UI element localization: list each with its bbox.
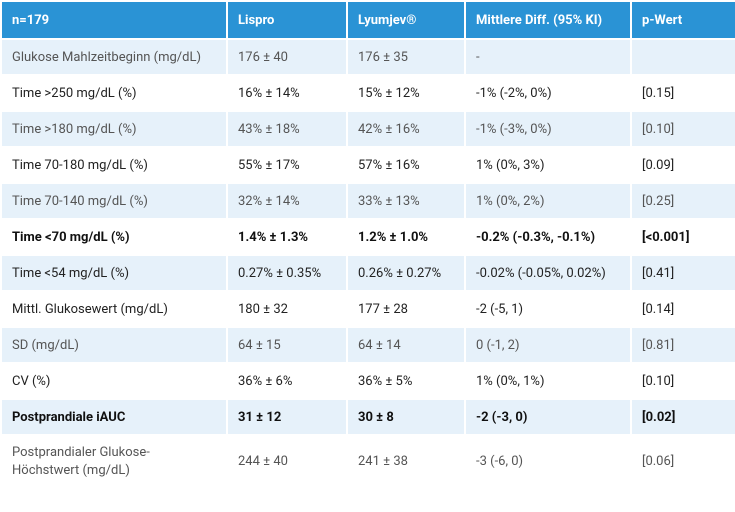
cell: [<0.001]	[630, 218, 735, 256]
cell: 1% (0%, 1%)	[464, 362, 632, 400]
cell: 30 ± 8	[346, 398, 466, 436]
cell: 32% ± 14%	[226, 182, 348, 220]
cell: 64 ± 14	[346, 326, 466, 364]
cell: -3 (-6, 0)	[464, 434, 632, 490]
cell: [0.09]	[630, 146, 735, 184]
table-row: Time 70-140 mg/dL (%) 32% ± 14% 33% ± 13% 1…	[0, 182, 735, 220]
cell: -0.02% (-0.05%, 0.02%)	[464, 254, 632, 292]
header-cell: n=179	[0, 0, 228, 40]
cell: [0.41]	[630, 254, 735, 292]
table-row: Time >180 mg/dL (%) 43% ± 18% 42% ± 16% -1%…	[0, 110, 735, 148]
cell: 1.2% ± 1.0%	[346, 218, 466, 256]
table-body: Glukose Mahlzeitbeginn (mg/dL) 176 ± 40 17…	[0, 38, 735, 490]
header-cell: p-Wert	[630, 0, 735, 40]
header-cell: Lispro	[226, 0, 348, 40]
header-cell: Mittlere Diff. (95% KI)	[464, 0, 632, 40]
table-row: Time >250 mg/dL (%) 16% ± 14% 15% ± 12% -1%…	[0, 74, 735, 112]
cell: 176 ± 40	[226, 38, 348, 76]
cell: 64 ± 15	[226, 326, 348, 364]
cell: [0.06]	[630, 434, 735, 490]
row-label: CV (%)	[0, 362, 228, 400]
cell: 241 ± 38	[346, 434, 466, 490]
table-row: Postprandialer Glukose-Höchstwert (mg/dL…	[0, 434, 735, 490]
row-label: Glukose Mahlzeitbeginn (mg/dL)	[0, 38, 228, 76]
cell: 177 ± 28	[346, 290, 466, 328]
header-cell: Lyumjev®	[346, 0, 466, 40]
cell: [0.10]	[630, 362, 735, 400]
row-label: Time 70-140 mg/dL (%)	[0, 182, 228, 220]
cell: [0.14]	[630, 290, 735, 328]
cell: -2 (-5, 1)	[464, 290, 632, 328]
header-row: n=179 Lispro Lyumjev® Mittlere Diff. (95% K…	[0, 0, 735, 40]
cell: 16% ± 14%	[226, 74, 348, 112]
cell: 0.27% ± 0.35%	[226, 254, 348, 292]
cell: [0.15]	[630, 74, 735, 112]
cell: 33% ± 13%	[346, 182, 466, 220]
cell: 1% (0%, 3%)	[464, 146, 632, 184]
cell: -1% (-3%, 0%)	[464, 110, 632, 148]
cell: [0.02]	[630, 398, 735, 436]
cell: 176 ± 35	[346, 38, 466, 76]
row-label: Time 70-180 mg/dL (%)	[0, 146, 228, 184]
cell	[630, 38, 735, 76]
row-label: SD (mg/dL)	[0, 326, 228, 364]
row-label: Time <70 mg/dL (%)	[0, 218, 228, 256]
cell: 1.4% ± 1.3%	[226, 218, 348, 256]
table-row: Mittl. Glukosewert (mg/dL) 180 ± 32 177 ± …	[0, 290, 735, 328]
cell: 0.26% ± 0.27%	[346, 254, 466, 292]
cell: -0.2% (-0.3%, -0.1%)	[464, 218, 632, 256]
cell: 43% ± 18%	[226, 110, 348, 148]
cell: 244 ± 40	[226, 434, 348, 490]
cell: 31 ± 12	[226, 398, 348, 436]
results-table: n=179 Lispro Lyumjev® Mittlere Diff. (95% K…	[0, 0, 735, 490]
row-label: Postprandialer Glukose-Höchstwert (mg/dL…	[0, 434, 228, 490]
table-row: Time 70-180 mg/dL (%) 55% ± 17% 57% ± 16% 1…	[0, 146, 735, 184]
cell: [0.81]	[630, 326, 735, 364]
cell: 57% ± 16%	[346, 146, 466, 184]
table-row: Postprandiale iAUC 31 ± 12 30 ± 8 -2 (-3, 0…	[0, 398, 735, 436]
table-row: Time <70 mg/dL (%) 1.4% ± 1.3% 1.2% ± 1.0%…	[0, 218, 735, 256]
row-label: Mittl. Glukosewert (mg/dL)	[0, 290, 228, 328]
cell: 15% ± 12%	[346, 74, 466, 112]
table-row: CV (%) 36% ± 6% 36% ± 5% 1% (0%, 1%) [0.10]	[0, 362, 735, 400]
row-label: Time <54 mg/dL (%)	[0, 254, 228, 292]
cell: -	[464, 38, 632, 76]
cell: 0 (-1, 2)	[464, 326, 632, 364]
cell: 1% (0%, 2%)	[464, 182, 632, 220]
table-row: SD (mg/dL) 64 ± 15 64 ± 14 0 (-1, 2) [0.81]	[0, 326, 735, 364]
cell: [0.10]	[630, 110, 735, 148]
table-row: Glukose Mahlzeitbeginn (mg/dL) 176 ± 40 17…	[0, 38, 735, 76]
row-label: Time >180 mg/dL (%)	[0, 110, 228, 148]
cell: 36% ± 6%	[226, 362, 348, 400]
row-label: Time >250 mg/dL (%)	[0, 74, 228, 112]
cell: [0.25]	[630, 182, 735, 220]
cell: -1% (-2%, 0%)	[464, 74, 632, 112]
table-row: Time <54 mg/dL (%) 0.27% ± 0.35% 0.26% ± 0…	[0, 254, 735, 292]
row-label: Postprandiale iAUC	[0, 398, 228, 436]
cell: 55% ± 17%	[226, 146, 348, 184]
cell: -2 (-3, 0)	[464, 398, 632, 436]
cell: 180 ± 32	[226, 290, 348, 328]
cell: 42% ± 16%	[346, 110, 466, 148]
cell: 36% ± 5%	[346, 362, 466, 400]
